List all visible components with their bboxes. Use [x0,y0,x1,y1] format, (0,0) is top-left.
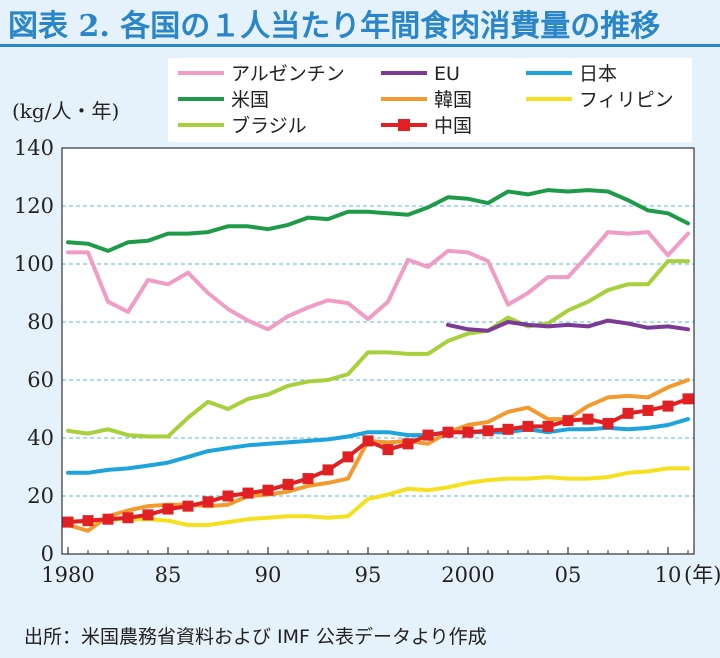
x-tick-label: 10 [655,563,682,587]
y-tick-label: 140 [14,136,54,160]
y-tick-label: 120 [14,194,54,218]
x-tick-label: 85 [155,563,182,587]
data-point [242,487,254,499]
title-underline [0,44,720,47]
x-tick-label: 95 [355,563,382,587]
x-tick-label: 2000 [441,563,494,587]
y-tick-labels: 0 20 40 60 80 100 120 140 [14,136,54,566]
legend-item: 日本 [526,63,617,85]
y-tick-label: 20 [27,484,54,508]
y-axis-unit: (kg/人・年) [12,99,119,123]
data-point [202,496,214,508]
legend-label: フィリピン [579,89,674,111]
series-米国 [66,188,690,253]
data-point [462,426,474,438]
legend-label: 韓国 [434,89,472,111]
data-point [502,423,514,435]
x-tick-label: 1980 [41,563,94,587]
data-point [422,429,434,441]
data-point [522,420,534,432]
series-line [66,259,690,439]
data-point [102,513,114,525]
legend-label: アルゼンチン [231,63,345,85]
data-point [642,404,654,416]
legend-label: EU [434,63,460,85]
data-point [682,393,694,405]
data-point [382,444,394,456]
data-point [182,500,194,512]
data-point [122,512,134,524]
legend-label: 日本 [579,63,617,85]
series-EU [446,318,690,333]
legend-item: ブラジル [178,114,307,137]
y-tick-label: 40 [27,426,54,450]
source-note: 出所：米国農務省資料および IMF 公表データより作成 [24,626,487,648]
y-tick-label: 100 [14,252,54,276]
data-point [562,415,574,427]
data-point [602,418,614,429]
data-point [482,425,494,437]
data-point [442,426,454,438]
legend-item: 米国 [178,89,269,111]
data-point [662,400,674,412]
axes [61,147,695,555]
series-line [66,466,690,527]
legend-item: EU [381,63,460,85]
legend-label: 米国 [231,89,269,111]
legend-marker [398,119,410,131]
x-tick-label: 05 [555,563,582,587]
chart-title: 図表 2. 各国の１人当たり年間食肉消費量の推移 [8,9,660,44]
y-tick-label: 80 [27,310,54,334]
data-point [282,478,294,490]
legend-item: 中国 [381,115,472,137]
y-tick-label: 60 [27,368,54,392]
data-point [542,420,554,432]
data-point [402,438,414,450]
data-point [222,490,234,502]
legend-item: フィリピン [526,89,674,111]
legend [168,58,692,142]
legend-label: ブラジル [231,114,307,137]
series-アルゼンチン [66,230,690,332]
series-line [66,417,690,475]
series-line [446,318,690,333]
legend-label: 中国 [434,115,472,137]
series-中国 [62,393,694,528]
data-point [302,473,314,485]
y-tick-label: 0 [41,542,54,566]
legend-item: アルゼンチン [178,63,345,85]
x-tick-labels: 1980 85 90 95 2000 05 10 [41,563,681,587]
data-point [142,509,154,521]
plot-frame [61,147,695,555]
series-line [66,188,690,253]
series-フィリピン [66,466,690,527]
x-tick-label: 90 [255,563,282,587]
data-point [62,516,74,528]
data-point [622,407,634,419]
data-point [82,515,94,527]
data-point [362,435,374,447]
data-point [342,451,354,463]
series-日本 [66,417,690,475]
legend-item: 韓国 [381,89,472,111]
series-ブラジル [66,259,690,439]
series-layer [62,188,694,533]
series-line [66,230,690,332]
data-point [322,464,334,476]
x-axis-unit: (年) [684,563,720,587]
data-point [162,503,174,515]
data-point [262,484,274,496]
data-point [582,413,594,425]
